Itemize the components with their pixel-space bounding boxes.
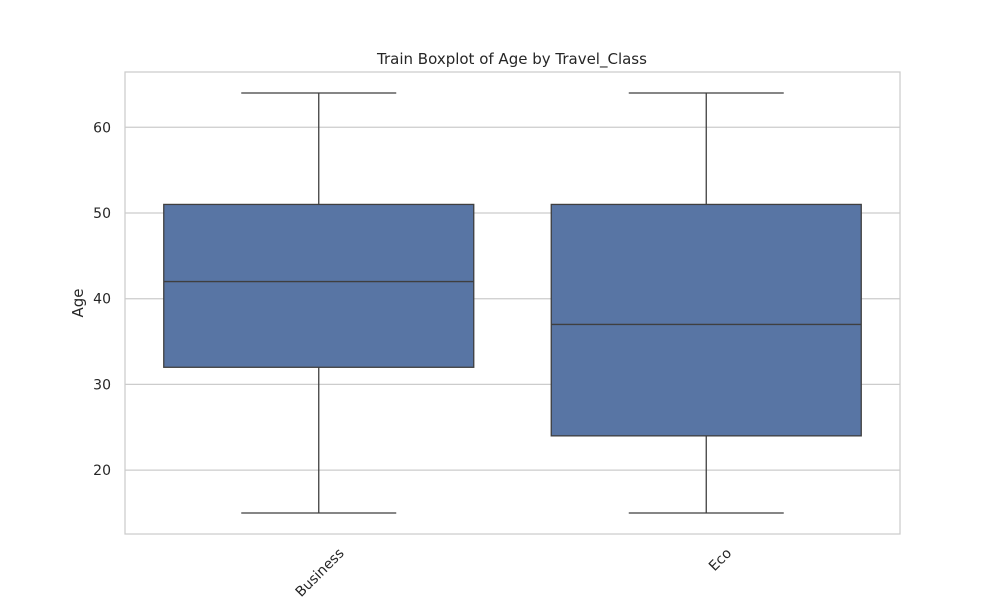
plot-frame (124, 71, 901, 535)
y-axis-label: Age (69, 288, 87, 317)
y-tick-label: 20 (93, 463, 111, 479)
y-tick-label: 60 (93, 120, 111, 136)
y-tick-label: 40 (93, 292, 111, 308)
x-tick-label: Eco (706, 546, 735, 575)
boxes (163, 92, 862, 514)
box-group-business (163, 92, 475, 514)
x-tick-label: Business (293, 546, 348, 600)
iqr-box (550, 203, 862, 437)
iqr-box (163, 203, 475, 368)
box-group-eco (550, 92, 862, 514)
y-tick-label: 30 (93, 377, 111, 393)
y-tick-label: 50 (93, 206, 111, 222)
chart-title: Train Boxplot of Age by Travel_Class (376, 50, 647, 69)
